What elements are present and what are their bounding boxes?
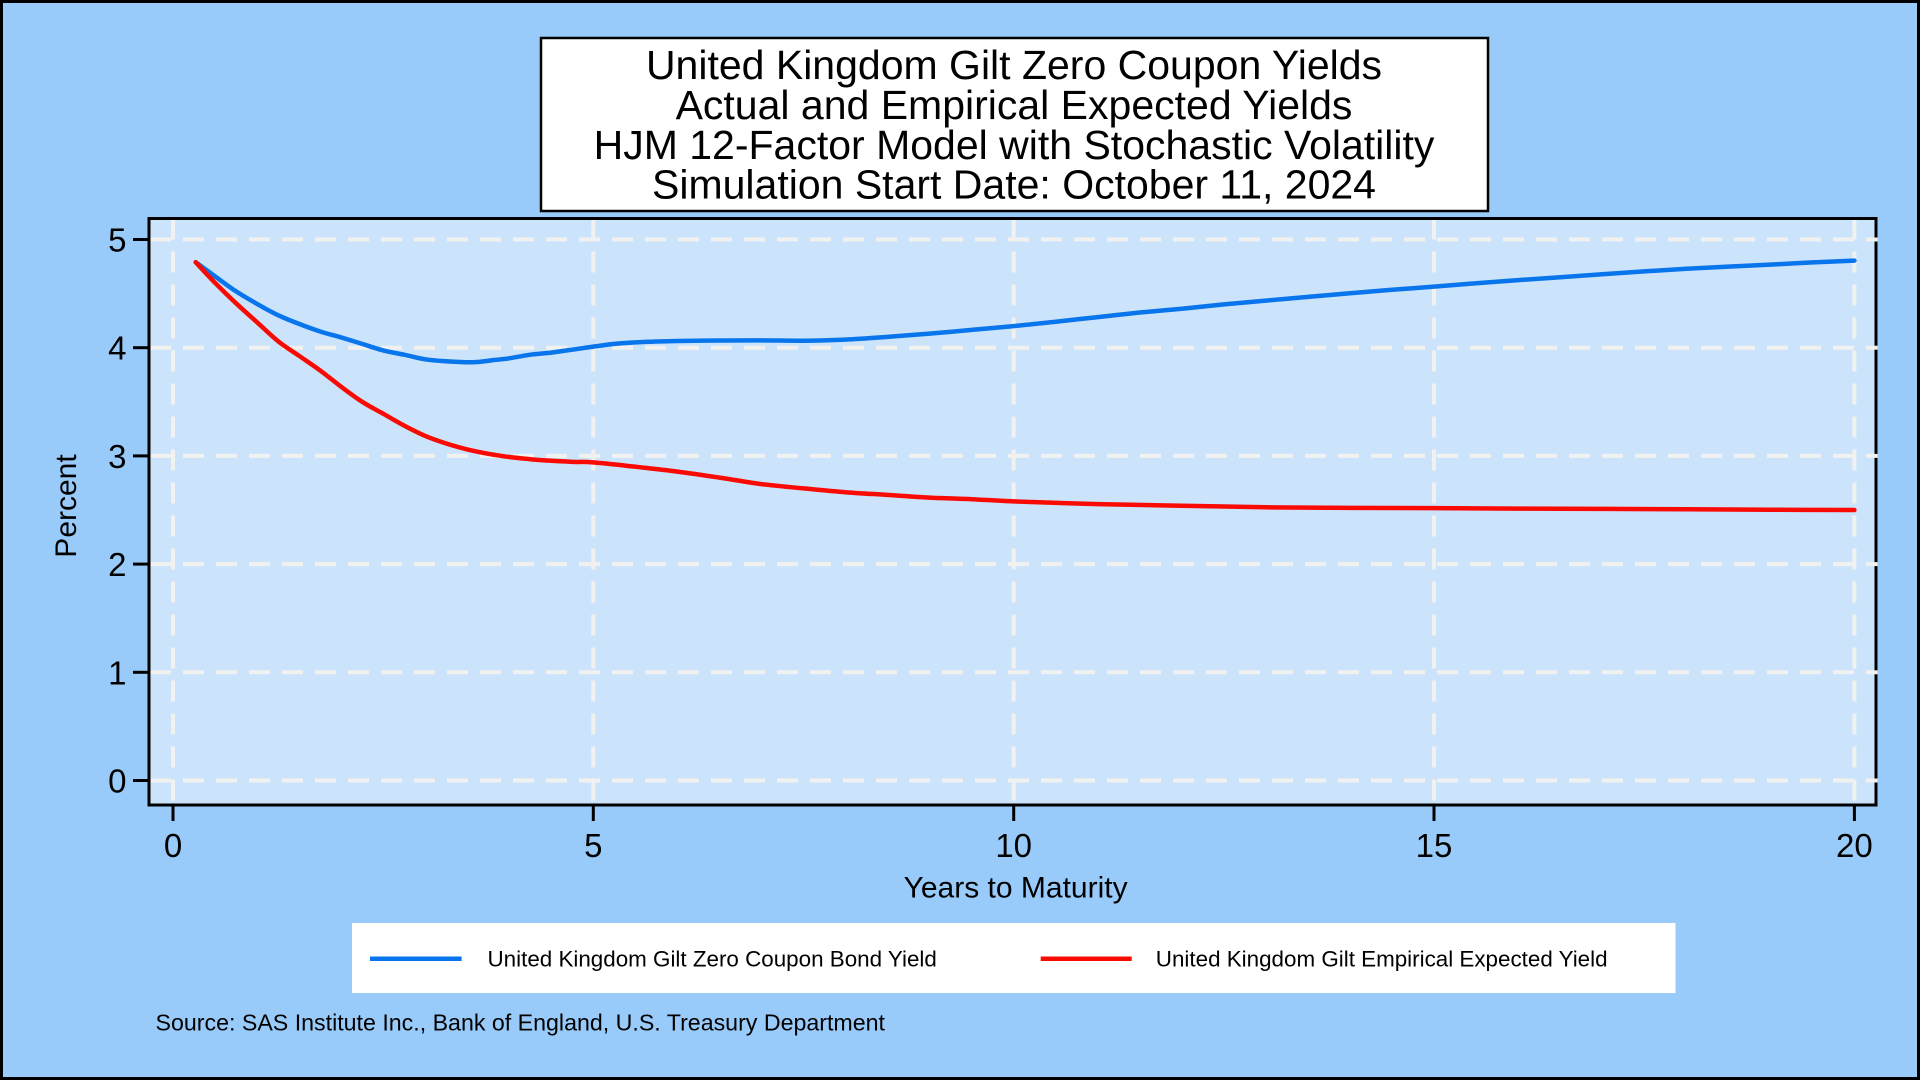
- svg-text:0: 0: [164, 827, 182, 864]
- svg-text:United Kingdom Gilt Zero Coupo: United Kingdom Gilt Zero Coupon Yields: [646, 42, 1382, 88]
- svg-text:Source: SAS Institute Inc., Ba: Source: SAS Institute Inc., Bank of Engl…: [156, 1010, 886, 1036]
- svg-text:5: 5: [108, 222, 126, 259]
- svg-text:15: 15: [1416, 827, 1453, 864]
- svg-text:3: 3: [108, 438, 126, 475]
- svg-text:Simulation Start Date: October: Simulation Start Date: October 11, 2024: [652, 162, 1376, 208]
- svg-text:Years to Maturity: Years to Maturity: [904, 872, 1128, 905]
- svg-text:Percent: Percent: [50, 454, 83, 558]
- svg-text:HJM 12-Factor Model with Stoch: HJM 12-Factor Model with Stochastic Vola…: [594, 122, 1435, 168]
- svg-text:United Kingdom Gilt Empirical: United Kingdom Gilt Empirical Expected Y…: [1156, 946, 1608, 971]
- svg-text:5: 5: [584, 827, 602, 864]
- svg-text:United Kingdom Gilt Zero Coupo: United Kingdom Gilt Zero Coupon Bond Yie…: [488, 946, 937, 971]
- svg-text:4: 4: [108, 330, 126, 367]
- svg-text:0: 0: [108, 763, 126, 800]
- svg-text:20: 20: [1836, 827, 1873, 864]
- svg-text:2: 2: [108, 546, 126, 583]
- svg-text:1: 1: [108, 654, 126, 691]
- svg-text:10: 10: [995, 827, 1032, 864]
- svg-text:Actual and Empirical Expected: Actual and Empirical Expected Yields: [676, 82, 1353, 128]
